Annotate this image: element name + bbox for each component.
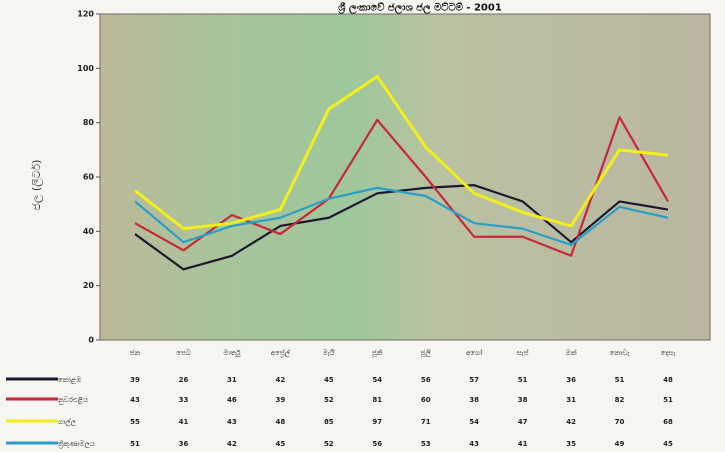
table-cell: 97 [372, 418, 382, 426]
table-cell: 26 [179, 376, 189, 384]
table-cell: 39 [275, 396, 285, 404]
table-cell: 82 [615, 396, 625, 404]
table-cell: 38 [518, 396, 528, 404]
y-tick-label: 80 [83, 118, 95, 127]
table-cell: 41 [179, 418, 189, 426]
table-cell: 41 [518, 440, 528, 448]
table-cell: 51 [130, 440, 140, 448]
category-label: ඔක් [566, 349, 577, 357]
legend-label: ගාල්ල [58, 418, 77, 426]
y-tick-label: 0 [88, 336, 94, 345]
table-cell: 43 [469, 440, 479, 448]
table-cell: 51 [663, 396, 673, 404]
category-label: මැයි [323, 349, 335, 357]
table-cell: 81 [372, 396, 382, 404]
category-label: නොවැ [610, 349, 630, 357]
y-tick-label: 120 [77, 10, 94, 19]
category-label: ජන [130, 349, 141, 357]
table-cell: 55 [130, 418, 140, 426]
y-tick-label: 100 [77, 64, 94, 73]
category-label: අගෝ [466, 349, 483, 358]
category-label: මාර්තු [223, 349, 241, 357]
table-cell: 31 [566, 396, 576, 404]
table-cell: 42 [227, 440, 237, 448]
y-axis-label: ජල (ලීටර්) [30, 160, 44, 211]
table-cell: 48 [275, 418, 285, 426]
legend-label: කොළඹ [58, 376, 81, 384]
table-cell: 46 [227, 396, 237, 404]
table-cell: 68 [663, 418, 673, 426]
table-cell: 51 [615, 376, 625, 384]
table-cell: 43 [227, 418, 237, 426]
table-cell: 49 [615, 440, 625, 448]
series-lines [134, 74, 669, 271]
category-label: සැප් [517, 349, 529, 357]
table-cell: 42 [275, 376, 285, 384]
table-cell: 71 [421, 418, 431, 426]
category-label: ජූනි [372, 349, 383, 358]
category-labels: ජන පෙබ මාර්තු අප්‍රේල් මැයි ජූනි ජූලි අගෝ සැප් ඔක… [130, 349, 676, 358]
data-table: කොළඹ 39 26 31 42 45 54 56 57 51 36 51 48 නුවරඑළිය 43 33… [6, 376, 673, 449]
y-tick-label: 20 [83, 281, 95, 290]
table-cell: 36 [179, 440, 189, 448]
table-cell: 54 [469, 418, 479, 426]
table-cell: 51 [518, 376, 528, 384]
table-cell: 53 [421, 440, 431, 448]
table-cell: 36 [566, 376, 576, 384]
table-cell: 52 [324, 396, 334, 404]
category-label: අප්‍රේල් [271, 349, 291, 358]
table-cell: 45 [275, 440, 285, 448]
plot-area [99, 13, 711, 341]
table-cell: 38 [469, 396, 479, 404]
table-cell: 52 [324, 440, 334, 448]
table-cell: 85 [324, 418, 334, 426]
table-cell: 57 [469, 376, 479, 384]
table-cell: 56 [372, 440, 382, 448]
table-cell: 70 [615, 418, 625, 426]
table-cell: 42 [566, 418, 576, 426]
series-line [134, 116, 669, 257]
table-cell: 31 [227, 376, 237, 384]
table-cell: 54 [372, 376, 382, 384]
table-cell: 33 [179, 396, 189, 404]
series-line [134, 74, 669, 231]
table-cell: 48 [663, 376, 673, 384]
y-tick-label: 40 [83, 227, 95, 236]
table-cell: 35 [566, 440, 576, 448]
table-cell: 56 [421, 376, 431, 384]
category-label: පෙබ [176, 349, 191, 357]
category-label: දෙසැ [661, 349, 676, 357]
table-cell: 45 [324, 376, 334, 384]
table-cell: 45 [663, 440, 673, 448]
legend-label: නුවරඑළිය [58, 396, 88, 405]
table-cell: 43 [130, 396, 140, 404]
series-line [134, 186, 669, 247]
chart-title: ශ්‍රී ලංකාවේ ජලාශ ජල මට්ටම් - 2001 [338, 0, 502, 14]
table-cell: 47 [518, 418, 528, 426]
table-cell: 39 [130, 376, 140, 384]
y-tick-label: 60 [83, 173, 95, 182]
y-axis-ticks: 0 20 40 60 80 100 120 [77, 10, 100, 345]
table-cell: 60 [421, 396, 431, 404]
category-label: ජූලි [420, 349, 431, 358]
legend-label: ත්‍රිකුණාමලය [58, 440, 95, 449]
